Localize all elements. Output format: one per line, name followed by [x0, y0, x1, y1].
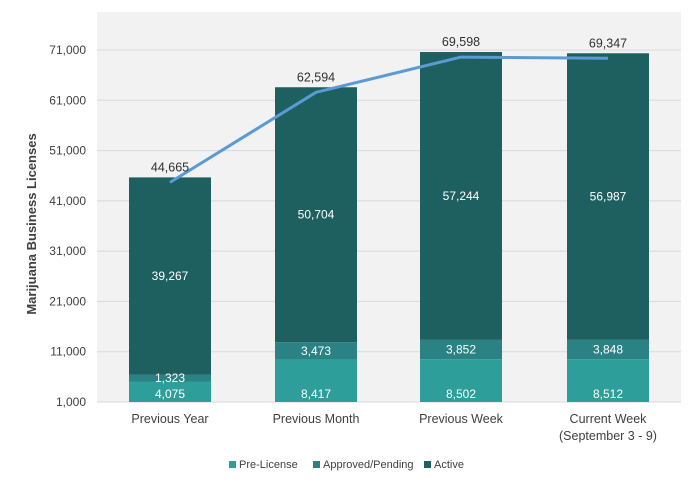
legend-label-active: Active [434, 459, 464, 471]
data-label-approved-pending: 3,848 [593, 343, 623, 357]
y-tick-label: 71,000 [49, 43, 86, 57]
bar-active [567, 53, 649, 340]
data-label-pre-license: 4,075 [155, 387, 185, 401]
y-tick-label: 41,000 [49, 194, 86, 208]
total-label: 69,598 [442, 35, 480, 49]
legend-label-pre-license: Pre-License [239, 459, 298, 471]
data-label-pre-license: 8,417 [301, 387, 331, 401]
bar-approved-pending [567, 339, 649, 360]
data-label-pre-license: 8,512 [593, 387, 623, 401]
data-label-active: 56,987 [590, 190, 627, 204]
y-tick-label: 11,000 [50, 345, 86, 359]
x-category-label: Previous Year [131, 412, 208, 426]
data-label-approved-pending: 3,473 [301, 344, 331, 358]
bar-pre-license [567, 359, 649, 402]
total-label: 69,347 [589, 36, 627, 50]
bar-approved-pending [420, 339, 502, 360]
bar-approved-pending [129, 374, 211, 382]
bar-active [129, 177, 211, 375]
legend-swatch-approved-pending [313, 461, 320, 468]
total-label: 44,665 [151, 160, 189, 174]
total-line [169, 55, 609, 184]
bar-pre-license [275, 359, 357, 402]
data-label-active: 57,244 [443, 189, 480, 203]
x-category-label: Previous Month [273, 412, 360, 426]
y-axis-label: Marijuana Business Licenses [24, 133, 39, 314]
legend-swatch-active [424, 461, 431, 468]
data-label-approved-pending: 3,852 [446, 343, 476, 357]
x-category-label: Current Week (September 3 - 9) [559, 412, 657, 443]
y-tick-label: 61,000 [49, 93, 86, 107]
data-label-approved-pending: 1,323 [155, 371, 185, 385]
y-tick-label: 1,000 [56, 395, 86, 409]
y-tick-label: 21,000 [49, 294, 86, 308]
y-tick-label: 51,000 [49, 144, 86, 158]
total-label: 62,594 [297, 70, 335, 84]
bar-active [275, 87, 357, 343]
y-tick-label: 31,000 [49, 244, 86, 258]
bar-active [420, 52, 502, 340]
bar-pre-license [129, 381, 211, 402]
data-label-active: 50,704 [298, 208, 335, 222]
x-category-label: Previous Week [419, 412, 504, 426]
legend-label-approved-pending: Approved/Pending [323, 459, 414, 471]
bar-approved-pending [275, 342, 357, 360]
data-label-pre-license: 8,502 [446, 387, 476, 401]
data-label-active: 39,267 [152, 269, 189, 283]
legend-swatch-pre-license [229, 461, 236, 468]
bar-pre-license [420, 359, 502, 402]
